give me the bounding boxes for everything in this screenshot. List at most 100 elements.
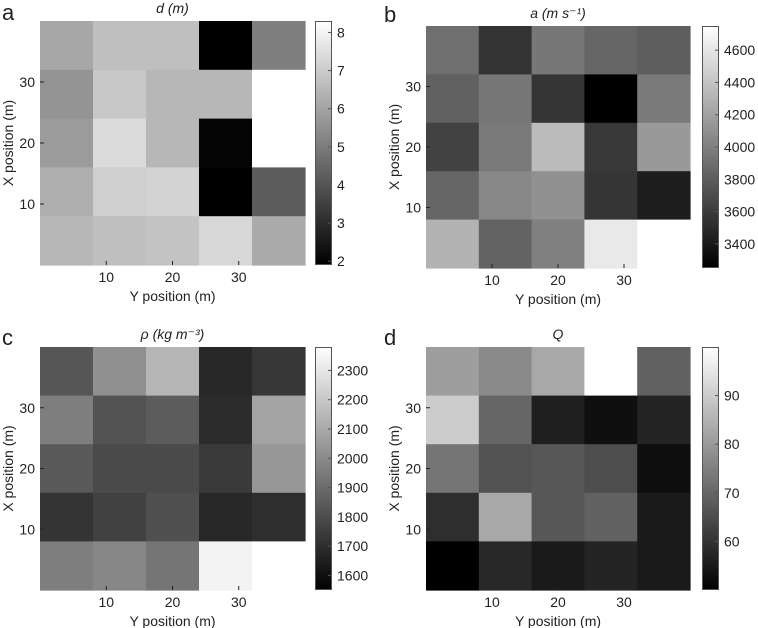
heatmap-cell xyxy=(199,21,253,71)
heatmap-cell xyxy=(40,167,94,217)
colorbar-tick-label: 3600 xyxy=(724,204,755,220)
colorbar xyxy=(702,26,719,268)
colorbar-tick-label: 1800 xyxy=(337,509,368,525)
heatmap-cell xyxy=(40,492,94,542)
heatmap-cell xyxy=(199,118,253,168)
heatmap-cell xyxy=(252,347,306,397)
heatmap-cell xyxy=(40,69,94,120)
heatmap-cell xyxy=(531,347,585,397)
panel-letter: a xyxy=(2,0,15,25)
heatmap-cell xyxy=(252,167,306,217)
colorbar-tick-label: 1700 xyxy=(337,538,368,554)
heatmap-cell xyxy=(146,216,200,266)
colorbar-tick-label: 6 xyxy=(337,101,345,117)
heatmap-cell xyxy=(584,219,638,269)
heatmap-cell xyxy=(93,216,147,266)
heatmap-cell xyxy=(40,216,94,266)
heatmap-cell xyxy=(426,26,480,75)
title-unit: (m s⁻¹) xyxy=(538,5,586,21)
heatmap-cell xyxy=(584,395,638,445)
x-tick-label: 30 xyxy=(616,272,632,288)
heatmap-cell xyxy=(478,492,533,542)
colorbar-tick-label: 70 xyxy=(724,485,740,501)
colorbar-tick-label: 3400 xyxy=(724,236,755,252)
heatmap-cell xyxy=(426,171,480,221)
heatmap-cell xyxy=(531,492,585,542)
heatmap-cell xyxy=(93,167,147,217)
heatmap-cell xyxy=(478,171,533,221)
panel-c: 10 20 30 10 20 30 Y position (m) X position (m)… xyxy=(0,325,368,628)
colorbar-tick-label: 2 xyxy=(337,253,345,269)
y-axis-label: X position (m) xyxy=(0,100,16,186)
x-tick-label: 10 xyxy=(98,594,114,610)
heatmap-cell xyxy=(637,122,691,172)
y-tick-label: 20 xyxy=(405,139,421,155)
heatmap-cell xyxy=(199,216,253,266)
heatmap-cell xyxy=(531,541,585,591)
heatmap-cell xyxy=(584,171,638,221)
colorbar-tick-label: 90 xyxy=(724,388,740,404)
heatmap-cell xyxy=(199,444,253,494)
heatmap-cell xyxy=(252,216,306,266)
heatmap-cell xyxy=(426,444,480,494)
y-tick-label: 20 xyxy=(405,461,421,477)
title-symbol: a xyxy=(530,5,538,21)
colorbar-tick-label: 80 xyxy=(724,436,740,452)
y-tick-label: 30 xyxy=(405,79,421,95)
heatmap-cell xyxy=(252,21,306,71)
colorbar-tick-label: 2200 xyxy=(337,392,368,408)
heatmap-cell xyxy=(637,492,691,542)
heatmap-cell xyxy=(426,395,480,445)
heatmap-cell xyxy=(478,444,533,494)
heatmap-cell xyxy=(40,395,94,445)
colorbar-frame xyxy=(315,21,332,265)
heatmap-cell xyxy=(146,444,200,494)
heatmap-cell xyxy=(584,347,638,397)
colorbar-tick-label: 2300 xyxy=(337,362,368,378)
heatmap-cell xyxy=(637,541,691,591)
colorbar-tick-label: 2100 xyxy=(337,421,368,437)
heatmap-cell xyxy=(199,541,253,591)
heatmap-cell xyxy=(584,26,638,75)
heatmap-cell xyxy=(584,541,638,591)
heatmap-cell xyxy=(146,167,200,217)
heatmap-cell xyxy=(93,21,147,71)
heatmap-cell xyxy=(531,74,585,124)
heatmap-cell xyxy=(637,347,691,397)
colorbar xyxy=(702,347,719,590)
x-tick-label: 20 xyxy=(550,594,566,610)
heatmap-cell xyxy=(252,492,306,542)
panel-letter: b xyxy=(384,2,396,27)
colorbar xyxy=(315,347,332,590)
colorbar-tick-label: 4 xyxy=(337,177,345,193)
heatmap-cell xyxy=(426,219,480,269)
heatmap-cell xyxy=(93,395,147,445)
heatmap-cell xyxy=(637,395,691,445)
colorbar-tick-label: 3800 xyxy=(724,171,755,187)
heatmap-cell xyxy=(252,541,306,591)
heatmap-cell xyxy=(584,122,638,172)
colorbar-tick-label: 8 xyxy=(337,24,345,40)
colorbar-tick-label: 1900 xyxy=(337,480,368,496)
title-unit: (kg m⁻³) xyxy=(149,326,205,342)
colorbar-tick-label: 4200 xyxy=(724,107,755,123)
heatmap-cell xyxy=(199,492,253,542)
heatmap-cell xyxy=(93,118,147,168)
heatmap-cell xyxy=(478,74,533,124)
colorbar-tick-label: 4000 xyxy=(724,139,755,155)
colorbar-frame xyxy=(315,347,332,590)
heatmap-cell xyxy=(93,69,147,120)
heatmap-cell xyxy=(93,444,147,494)
panel-title: ρ (kg m⁻³) xyxy=(140,326,205,342)
panel-letter: c xyxy=(2,325,13,350)
heatmap-cell xyxy=(584,492,638,542)
colorbar-tick-label: 1600 xyxy=(337,567,368,583)
x-tick-label: 20 xyxy=(550,272,566,288)
heatmap-cell xyxy=(531,395,585,445)
heatmap-cell xyxy=(531,26,585,75)
heatmap-cell xyxy=(531,444,585,494)
x-tick-label: 20 xyxy=(165,269,181,285)
panel-title: a (m s⁻¹) xyxy=(530,5,586,21)
heatmap-cell xyxy=(531,122,585,172)
